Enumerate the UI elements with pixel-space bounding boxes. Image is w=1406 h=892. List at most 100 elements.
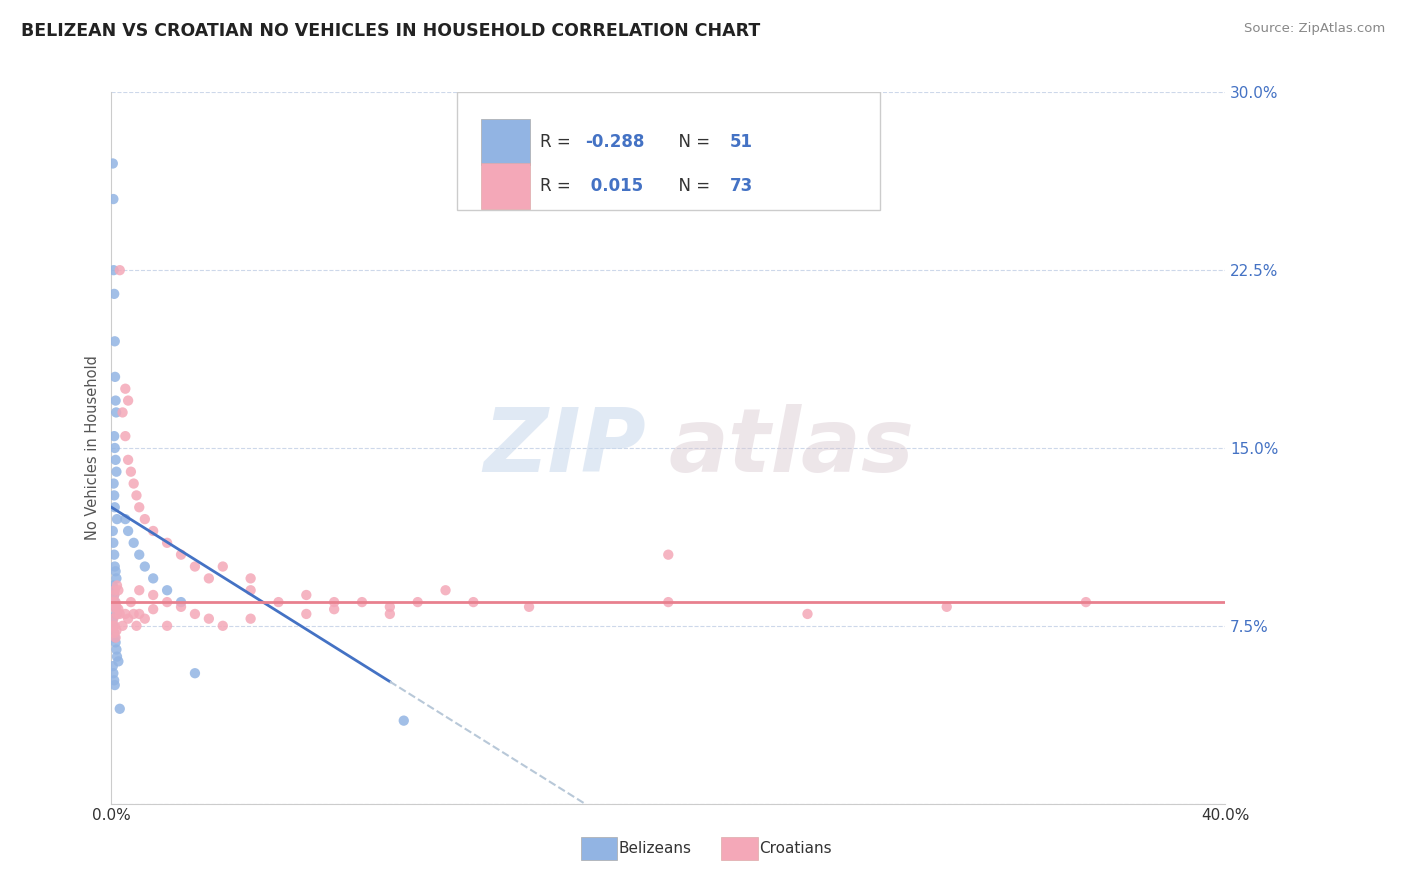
Text: R =: R = (540, 178, 576, 195)
Point (122, 536, 145, 550)
Text: BELIZEAN VS CROATIAN NO VEHICLES IN HOUSEHOLD CORRELATION CHART: BELIZEAN VS CROATIAN NO VEHICLES IN HOUS… (21, 22, 761, 40)
Point (107, 654, 129, 668)
Point (142, 602, 165, 616)
Point (239, 583, 262, 598)
Point (170, 599, 193, 614)
Point (114, 512, 136, 526)
Point (350, 595, 373, 609)
Point (105, 607, 128, 621)
Point (198, 612, 221, 626)
Point (114, 607, 136, 621)
Point (103, 548, 125, 562)
Point (378, 599, 401, 614)
Point (378, 607, 401, 621)
Point (103, 619, 125, 633)
Point (184, 607, 207, 621)
Point (107, 583, 129, 598)
Point (120, 465, 142, 479)
Point (104, 441, 127, 455)
Point (295, 588, 318, 602)
Point (103, 536, 125, 550)
Point (103, 488, 125, 502)
Point (434, 583, 457, 598)
Text: N =: N = (668, 178, 716, 195)
Point (1074, 595, 1097, 609)
Point (122, 476, 145, 491)
FancyBboxPatch shape (481, 120, 530, 165)
Point (104, 619, 127, 633)
Point (105, 624, 128, 638)
Point (239, 571, 262, 585)
Point (104, 635, 127, 649)
Point (211, 559, 233, 574)
FancyBboxPatch shape (457, 93, 880, 210)
Point (103, 286, 125, 301)
Point (104, 559, 127, 574)
Point (103, 673, 125, 688)
Point (142, 588, 165, 602)
Point (184, 666, 207, 681)
Point (198, 571, 221, 585)
Text: ZIP: ZIP (484, 404, 645, 491)
Point (463, 595, 485, 609)
Text: 0.015: 0.015 (585, 178, 643, 195)
Point (111, 619, 134, 633)
Text: -0.288: -0.288 (585, 133, 644, 151)
Point (392, 714, 415, 728)
Text: Belizeans: Belizeans (619, 841, 692, 855)
Point (105, 465, 128, 479)
Point (103, 263, 125, 277)
Point (104, 595, 127, 609)
Point (104, 678, 127, 692)
Point (104, 631, 127, 645)
Y-axis label: No Vehicles in Household: No Vehicles in Household (86, 356, 100, 541)
Point (105, 578, 128, 592)
Point (239, 612, 262, 626)
Point (134, 559, 156, 574)
FancyBboxPatch shape (481, 163, 530, 209)
Point (117, 393, 139, 408)
Point (122, 607, 145, 621)
Text: N =: N = (668, 133, 716, 151)
Point (103, 666, 125, 681)
Point (103, 583, 125, 598)
Point (104, 564, 127, 578)
Point (111, 405, 134, 419)
Point (103, 626, 125, 640)
Point (104, 334, 127, 349)
Point (101, 156, 124, 170)
Point (170, 548, 193, 562)
Point (323, 602, 346, 616)
Point (156, 619, 179, 633)
Point (128, 583, 150, 598)
Point (104, 595, 127, 609)
Point (134, 512, 156, 526)
Point (114, 382, 136, 396)
Point (104, 631, 127, 645)
Point (101, 619, 124, 633)
Point (108, 702, 131, 716)
Text: R =: R = (540, 133, 576, 151)
Point (108, 263, 131, 277)
Point (128, 500, 150, 515)
Point (104, 453, 127, 467)
Point (105, 512, 128, 526)
Point (406, 595, 429, 609)
Point (295, 607, 318, 621)
Point (104, 500, 127, 515)
Point (107, 602, 129, 616)
Point (935, 599, 957, 614)
Point (105, 571, 128, 585)
Point (103, 588, 125, 602)
Point (142, 571, 165, 585)
Point (101, 595, 124, 609)
Point (104, 583, 127, 598)
Point (101, 578, 124, 592)
Point (105, 599, 128, 614)
Point (323, 595, 346, 609)
Point (517, 599, 540, 614)
Point (796, 607, 818, 621)
Point (128, 548, 150, 562)
Point (108, 607, 131, 621)
Point (117, 453, 139, 467)
